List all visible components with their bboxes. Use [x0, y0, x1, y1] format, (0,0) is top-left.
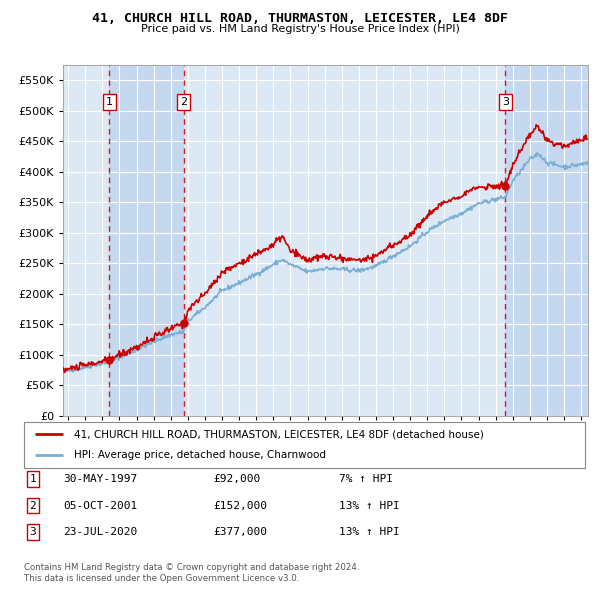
Text: £92,000: £92,000 — [213, 474, 260, 484]
Text: 3: 3 — [29, 527, 37, 537]
Text: £152,000: £152,000 — [213, 501, 267, 510]
Bar — [109, 65, 184, 416]
Text: 2: 2 — [180, 97, 187, 107]
Text: 41, CHURCH HILL ROAD, THURMASTON, LEICESTER, LE4 8DF (detached house): 41, CHURCH HILL ROAD, THURMASTON, LEICES… — [74, 430, 484, 440]
Text: 41, CHURCH HILL ROAD, THURMASTON, LEICESTER, LE4 8DF: 41, CHURCH HILL ROAD, THURMASTON, LEICES… — [92, 12, 508, 25]
Text: 1: 1 — [106, 97, 113, 107]
Text: HPI: Average price, detached house, Charnwood: HPI: Average price, detached house, Char… — [74, 450, 326, 460]
Text: 13% ↑ HPI: 13% ↑ HPI — [339, 501, 400, 510]
Text: This data is licensed under the Open Government Licence v3.0.: This data is licensed under the Open Gov… — [24, 574, 299, 583]
Bar — [505, 65, 588, 416]
Text: 3: 3 — [502, 97, 509, 107]
Text: 7% ↑ HPI: 7% ↑ HPI — [339, 474, 393, 484]
Text: 05-OCT-2001: 05-OCT-2001 — [63, 501, 137, 510]
Text: 13% ↑ HPI: 13% ↑ HPI — [339, 527, 400, 537]
Text: Price paid vs. HM Land Registry's House Price Index (HPI): Price paid vs. HM Land Registry's House … — [140, 24, 460, 34]
Text: £377,000: £377,000 — [213, 527, 267, 537]
Text: 1: 1 — [29, 474, 37, 484]
Text: 2: 2 — [29, 501, 37, 510]
Text: 23-JUL-2020: 23-JUL-2020 — [63, 527, 137, 537]
Text: Contains HM Land Registry data © Crown copyright and database right 2024.: Contains HM Land Registry data © Crown c… — [24, 563, 359, 572]
Text: 30-MAY-1997: 30-MAY-1997 — [63, 474, 137, 484]
